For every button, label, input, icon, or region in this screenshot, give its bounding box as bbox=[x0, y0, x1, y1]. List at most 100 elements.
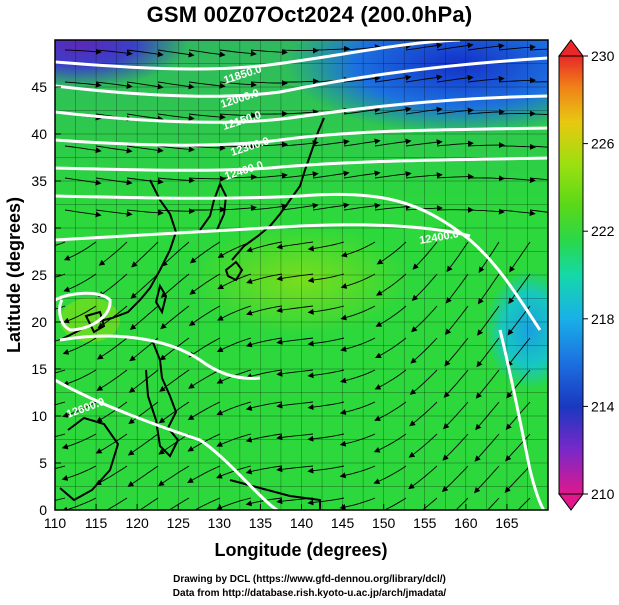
streamline bbox=[157, 177, 195, 184]
streamline bbox=[307, 369, 345, 379]
streamline bbox=[343, 44, 381, 51]
y-tick-label: 0 bbox=[39, 502, 47, 518]
streamline bbox=[246, 273, 283, 284]
streamline bbox=[477, 305, 500, 336]
streamline bbox=[498, 177, 536, 184]
streamline bbox=[64, 145, 102, 154]
y-axis-label: Latitude (degrees) bbox=[4, 197, 24, 353]
coastline-taiwan bbox=[154, 283, 168, 315]
streamline bbox=[64, 81, 102, 88]
streamline bbox=[307, 401, 345, 411]
x-tick-label: 130 bbox=[208, 515, 232, 531]
streamline bbox=[376, 241, 407, 265]
streamline bbox=[307, 465, 345, 474]
streamline bbox=[95, 81, 133, 89]
streamline bbox=[160, 305, 190, 330]
colorbar-tick-label: 218 bbox=[591, 311, 615, 327]
streamline bbox=[95, 465, 128, 485]
streamline bbox=[340, 241, 376, 258]
streamline bbox=[55, 369, 66, 374]
x-tick-label: 140 bbox=[290, 515, 314, 531]
streamline bbox=[157, 145, 195, 153]
streamline bbox=[126, 177, 164, 185]
y-axis: 0 5 10 15 20 25 30 35 40 45 bbox=[31, 79, 61, 518]
streamline bbox=[340, 305, 376, 321]
x-tick-label: 135 bbox=[249, 515, 273, 531]
streamline bbox=[281, 140, 319, 147]
streamline bbox=[374, 74, 412, 83]
streamline bbox=[216, 337, 252, 353]
streamline bbox=[467, 43, 505, 51]
streamline bbox=[411, 273, 438, 301]
streamline bbox=[467, 75, 505, 83]
streamline bbox=[411, 305, 438, 333]
streamline bbox=[443, 369, 469, 398]
streamline bbox=[63, 305, 97, 324]
streamline bbox=[245, 433, 283, 443]
streamline bbox=[216, 433, 252, 447]
streamline bbox=[499, 143, 536, 150]
streamline bbox=[375, 337, 407, 359]
streamline bbox=[312, 170, 350, 179]
streamline bbox=[55, 465, 66, 469]
streamline bbox=[468, 175, 505, 182]
streamline bbox=[276, 369, 314, 377]
credit-data: Data from http://database.rish.kyoto-u.a… bbox=[172, 588, 447, 599]
colorbar-ticks: 230 226 222 218 214 210 bbox=[583, 48, 615, 502]
x-tick-label: 150 bbox=[372, 515, 396, 531]
streamline bbox=[307, 241, 345, 252]
streamline bbox=[161, 241, 190, 267]
coastline-borneo bbox=[59, 416, 120, 502]
streamline bbox=[408, 433, 438, 458]
streamline bbox=[219, 49, 257, 57]
streamline bbox=[276, 273, 314, 282]
streamline bbox=[55, 241, 66, 246]
y-tick-label: 40 bbox=[31, 126, 47, 142]
streamline bbox=[312, 45, 350, 52]
streamline bbox=[188, 305, 221, 326]
streamline bbox=[250, 141, 288, 148]
streamline bbox=[374, 203, 412, 211]
streamline bbox=[188, 369, 221, 389]
streamline bbox=[504, 465, 531, 493]
streamline bbox=[62, 369, 97, 387]
streamline bbox=[126, 209, 164, 216]
streamline bbox=[97, 273, 128, 297]
streamline bbox=[405, 172, 443, 179]
streamline bbox=[506, 369, 531, 399]
y-tick-label: 5 bbox=[39, 455, 47, 471]
streamline bbox=[307, 337, 345, 347]
streamline bbox=[374, 369, 407, 390]
streamline bbox=[139, 497, 159, 510]
streamline bbox=[157, 465, 190, 487]
streamline bbox=[405, 139, 443, 147]
streamline bbox=[217, 305, 252, 321]
y-tick-label: 45 bbox=[31, 79, 47, 95]
streamline bbox=[529, 48, 548, 51]
streamline bbox=[339, 433, 376, 447]
coastline-philippines bbox=[145, 339, 180, 458]
colorbar-top-arrow bbox=[558, 39, 584, 57]
y-tick-label: 25 bbox=[31, 267, 47, 283]
streamline bbox=[498, 77, 536, 84]
streamline bbox=[95, 49, 133, 57]
streamline bbox=[64, 177, 102, 186]
streamline bbox=[339, 497, 376, 510]
streamline bbox=[373, 497, 407, 510]
streamline bbox=[529, 81, 548, 83]
streamline bbox=[442, 433, 469, 461]
streamline bbox=[216, 401, 252, 416]
streamline bbox=[498, 209, 536, 217]
streamline bbox=[250, 49, 288, 56]
streamline bbox=[505, 433, 531, 462]
streamline bbox=[409, 401, 438, 427]
streamline bbox=[339, 465, 376, 479]
streamline bbox=[436, 140, 474, 147]
colorbar-bottom-arrow bbox=[558, 493, 584, 511]
streamline bbox=[157, 208, 195, 215]
streamline bbox=[188, 337, 221, 358]
streamline bbox=[245, 337, 283, 348]
streamline bbox=[245, 465, 283, 475]
x-axis: 110 115 120 125 130 135 140 145 150 155 160 165 bbox=[44, 504, 519, 531]
